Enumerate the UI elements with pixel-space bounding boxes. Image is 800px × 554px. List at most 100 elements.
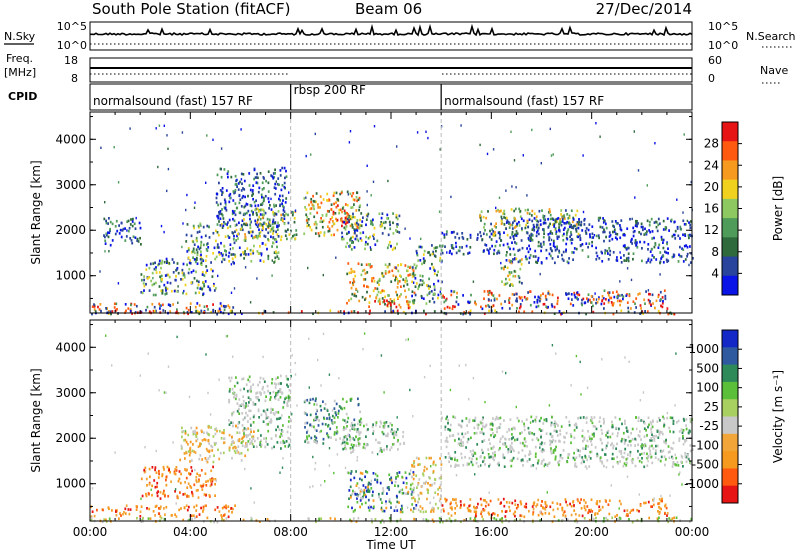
- data-cell: [274, 187, 277, 190]
- data-cell: [364, 475, 366, 479]
- data-cell: [441, 231, 444, 235]
- data-cell: [443, 509, 445, 513]
- data-cell: [622, 244, 625, 248]
- data-cell: [200, 469, 203, 472]
- data-cell: [515, 257, 518, 261]
- data-cell: [549, 254, 552, 258]
- data-cell: [352, 212, 354, 216]
- data-cell: [190, 426, 193, 430]
- data-cell: [510, 259, 512, 263]
- data-cell: [597, 216, 600, 220]
- data-cell: [519, 209, 522, 213]
- data-cell: [514, 499, 517, 503]
- data-cell: [253, 235, 256, 239]
- data-cell: [402, 430, 405, 434]
- data-cell: [460, 456, 463, 460]
- data-cell: [642, 391, 645, 394]
- data-cell: [525, 298, 527, 301]
- data-cell: [270, 418, 272, 421]
- data-cell: [216, 173, 219, 177]
- data-cell: [449, 506, 452, 510]
- data-cell: [366, 203, 368, 207]
- data-cell: [352, 241, 354, 244]
- data-cell: [314, 399, 317, 403]
- data-cell: [135, 505, 138, 508]
- data-cell: [313, 439, 315, 443]
- data-cell: [318, 419, 320, 422]
- data-cell: [480, 305, 482, 309]
- data-cell: [418, 478, 421, 481]
- data-cell: [107, 506, 110, 509]
- data-cell: [662, 261, 665, 264]
- data-cell: [351, 492, 354, 496]
- data-cell: [294, 361, 296, 365]
- data-cell: [249, 433, 251, 436]
- data-cell: [254, 204, 257, 208]
- data-cell: [550, 421, 553, 425]
- data-cell: [185, 208, 187, 212]
- data-cell: [438, 210, 441, 213]
- data-cell: [285, 197, 288, 200]
- data-cell: [341, 235, 344, 239]
- data-cell: [363, 442, 365, 446]
- data-cell: [497, 498, 500, 501]
- data-cell: [357, 438, 360, 441]
- data-cell: [671, 235, 674, 238]
- data-cell: [543, 215, 546, 218]
- data-cell: [531, 228, 534, 231]
- data-cell: [161, 259, 164, 263]
- data-cell: [309, 423, 312, 426]
- data-cell: [256, 213, 258, 217]
- data-cell: [328, 227, 331, 231]
- data-cell: [630, 278, 633, 282]
- data-cell: [198, 247, 201, 251]
- data-cell: [165, 292, 168, 295]
- data-cell: [169, 310, 172, 313]
- data-cell: [544, 463, 547, 466]
- data-cell: [432, 470, 435, 473]
- data-cell: [609, 435, 612, 439]
- data-cell: [558, 220, 561, 223]
- data-cell: [247, 230, 250, 234]
- data-cell: [305, 219, 308, 222]
- data-cell: [500, 215, 503, 219]
- data-cell: [514, 207, 517, 211]
- data-cell: [520, 258, 523, 261]
- data-cell: [437, 506, 440, 510]
- data-cell: [387, 233, 390, 237]
- data-cell: [419, 259, 422, 262]
- data-cell: [550, 154, 553, 157]
- data-cell: [655, 434, 657, 438]
- data-cell: [142, 516, 144, 520]
- data-cell: [621, 455, 623, 459]
- data-cell: [419, 463, 421, 466]
- data-cell: [513, 253, 516, 256]
- data-cell: [120, 221, 123, 225]
- data-cell: [542, 214, 545, 218]
- data-cell: [668, 426, 671, 430]
- data-cell: [195, 256, 198, 260]
- data-cell: [300, 310, 303, 313]
- data-cell: [264, 235, 267, 238]
- data-cell: [423, 469, 426, 472]
- data-cell: [228, 449, 231, 452]
- data-cell: [416, 252, 418, 255]
- data-cell: [193, 243, 196, 246]
- data-cell: [234, 255, 237, 259]
- data-cell: [660, 304, 662, 308]
- data-cell: [158, 389, 160, 392]
- data-cell: [588, 223, 591, 226]
- data-cell: [131, 224, 134, 228]
- data-cell: [192, 247, 195, 251]
- data-cell: [327, 230, 330, 233]
- data-cell: [264, 243, 267, 247]
- data-cell: [492, 304, 495, 307]
- data-cell: [372, 499, 375, 502]
- data-cell: [539, 442, 541, 446]
- data-cell: [333, 202, 335, 206]
- data-cell: [420, 492, 423, 495]
- data-cell: [210, 268, 213, 271]
- data-cell: [306, 221, 309, 224]
- data-cell: [482, 460, 484, 463]
- data-cell: [135, 304, 138, 308]
